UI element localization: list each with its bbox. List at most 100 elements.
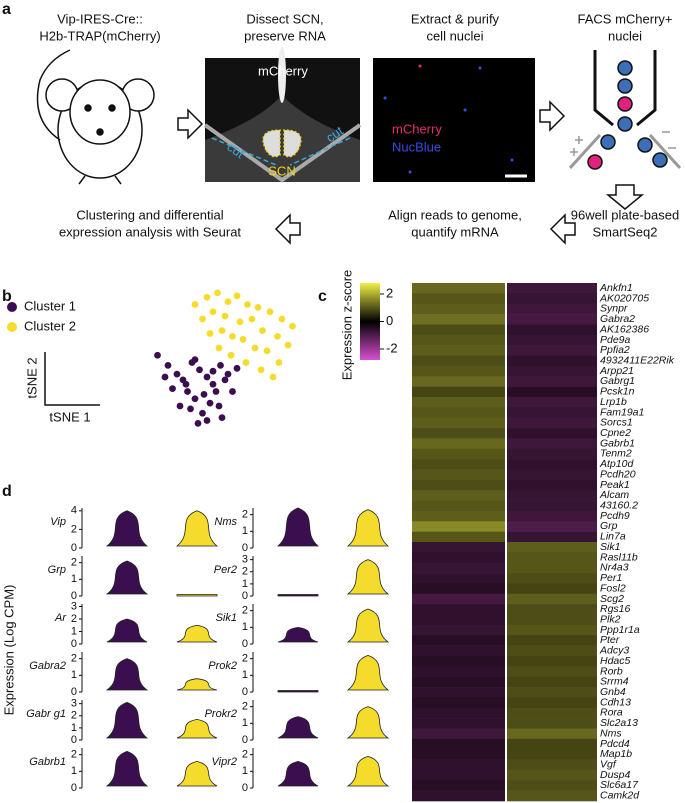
step-title: H2b-TRAP(mCherry) <box>39 28 160 43</box>
heat-cell <box>412 334 505 346</box>
heat-cell <box>412 738 505 750</box>
gene-label: Fosl2 <box>600 582 626 594</box>
step-title: expression analysis with Seurat <box>59 224 241 239</box>
point <box>248 315 256 323</box>
violin <box>346 654 390 691</box>
step-title: quantify mRNA <box>411 224 499 239</box>
heat-cell <box>507 780 597 791</box>
heat-cell <box>412 562 505 574</box>
y-tick-label: 0 <box>71 686 77 698</box>
gene-label: Ankfn1 <box>599 282 633 294</box>
panel-label: c <box>318 288 327 305</box>
gene-name: Vipr2 <box>212 756 237 768</box>
heat-cell <box>412 324 505 336</box>
heat-cell <box>412 593 505 605</box>
panel-label: b <box>2 288 12 305</box>
y-tick-label: 0 <box>71 782 77 794</box>
heat-cell <box>412 500 505 512</box>
point <box>217 362 224 369</box>
heat-cell <box>412 490 505 501</box>
heat-cell <box>412 521 505 532</box>
gene-label: AK020705 <box>599 292 649 304</box>
y-tick-label: 4 <box>71 505 77 517</box>
heat-cell <box>507 407 597 418</box>
violin <box>277 594 319 597</box>
heat-cell <box>507 510 597 522</box>
heat-cell <box>412 645 505 657</box>
point <box>203 417 211 424</box>
heat-cell <box>412 469 505 481</box>
heat-cell <box>412 376 505 387</box>
heat-cell <box>412 293 505 305</box>
gene-label: Sik1 <box>600 541 620 553</box>
legend-marker <box>7 302 17 312</box>
heat-cell <box>412 459 505 470</box>
heat-cell <box>507 697 597 709</box>
gene-name: Gabrb1 <box>29 756 66 768</box>
y-tick-label: 2 <box>71 749 77 761</box>
y-tick-label: 3 <box>71 600 77 612</box>
point <box>274 333 281 340</box>
violin <box>105 560 149 595</box>
gene-label: Rora <box>600 707 623 719</box>
y-tick-label: 1 <box>71 722 77 734</box>
heat-cell <box>412 345 505 356</box>
axis-label: Expression (Log CPM) <box>1 585 16 716</box>
point <box>182 380 190 388</box>
legend-label: Cluster 1 <box>24 298 76 313</box>
heat-cell <box>507 500 597 512</box>
colorbar-tick: 0 <box>386 313 393 328</box>
gene-label: Pcdh20 <box>600 468 636 480</box>
heat-cell <box>412 303 505 315</box>
point <box>259 327 266 334</box>
y-tick-label: 0 <box>242 734 248 746</box>
heat-cell <box>507 645 597 657</box>
gene-label: 4932411E22Rik <box>600 354 675 366</box>
step-title: 96well plate-based <box>571 207 679 222</box>
gene-label: Dusp4 <box>600 769 631 781</box>
heat-cell <box>412 697 505 709</box>
step-title: preserve RNA <box>244 28 326 43</box>
point <box>218 327 226 334</box>
heat-cell <box>412 780 505 791</box>
y-tick-label: 2 <box>71 613 77 625</box>
violin <box>346 509 390 547</box>
heat-cell <box>412 314 505 325</box>
image-label: SCN <box>268 163 295 178</box>
heat-cell <box>507 334 597 346</box>
violin <box>176 760 218 787</box>
point <box>233 364 241 372</box>
gene-label: Srrm4 <box>600 676 629 688</box>
point <box>206 399 214 407</box>
heat-cell <box>412 396 505 408</box>
heat-cell <box>412 365 505 377</box>
point <box>184 388 191 395</box>
heat-cell <box>507 438 597 450</box>
point <box>263 347 271 355</box>
point <box>209 380 217 388</box>
y-tick-label: 0 <box>242 590 248 602</box>
point <box>194 420 202 427</box>
gene-name: Ar <box>54 612 67 624</box>
panel-label: a <box>2 1 11 18</box>
heat-cell <box>507 718 597 729</box>
y-tick-label: 1 <box>242 669 248 681</box>
violin <box>277 716 319 739</box>
point <box>242 359 250 366</box>
panel-a-art <box>36 47 682 245</box>
point <box>227 351 235 359</box>
heat-cell <box>507 531 597 543</box>
gene-name: Gabr g1 <box>26 708 66 720</box>
point <box>214 289 221 297</box>
heat-cell <box>412 707 505 719</box>
heat-cell <box>507 469 597 481</box>
gene-label: Rgs16 <box>600 603 631 615</box>
heat-cell <box>507 324 597 336</box>
gene-name: Nms <box>214 516 237 528</box>
gene-label: Tenm2 <box>600 448 632 460</box>
heat-cell <box>412 666 505 677</box>
heat-cell <box>507 521 597 532</box>
y-tick-label: 0 <box>71 542 77 554</box>
step-title: Clustering and differential <box>76 207 223 222</box>
gene-label: Gnb4 <box>600 686 626 698</box>
